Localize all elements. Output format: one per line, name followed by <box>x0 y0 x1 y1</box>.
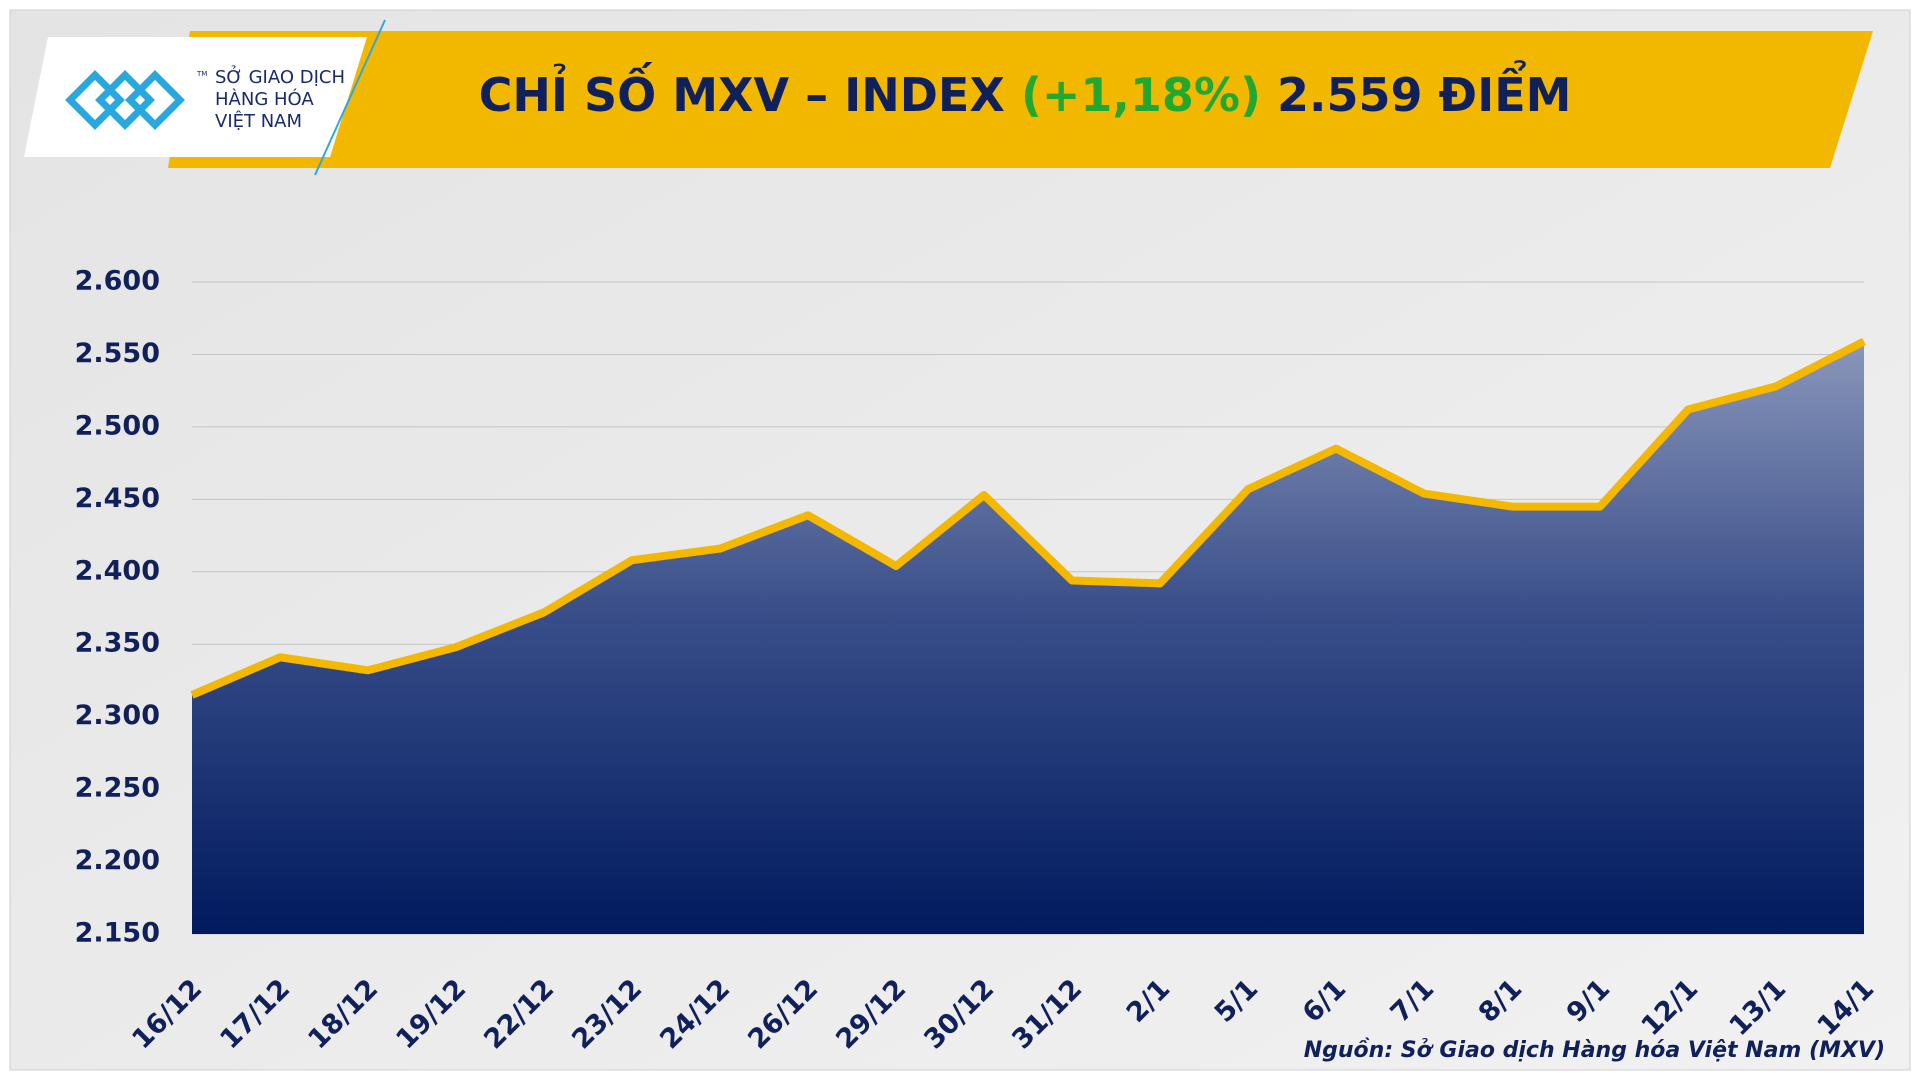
y-tick-label: 2.350 <box>75 628 160 659</box>
title-banner <box>168 31 1873 168</box>
y-tick-label: 2.250 <box>75 773 160 804</box>
logo-text: HÀNG HÓA <box>215 88 314 110</box>
y-tick-label: 2.450 <box>75 483 160 514</box>
y-tick-label: 2.150 <box>75 918 160 949</box>
logo-text: SỞ GIAO DỊCH <box>215 65 345 88</box>
logo-tm: TM <box>196 70 207 78</box>
logo-mark <box>65 70 185 130</box>
y-tick-label: 2.550 <box>75 338 160 369</box>
logo-text: VIỆT NAM <box>215 110 302 132</box>
area <box>192 341 1864 935</box>
title-main: CHỈ SỐ MXV – INDEX <box>479 62 1005 122</box>
y-tick-label: 2.600 <box>75 266 160 297</box>
line <box>190 337 1866 699</box>
source: Nguồn: Sở Giao dịch Hàng hóa Việt Nam (M… <box>1304 1038 1885 1063</box>
y-tick-label: 2.300 <box>75 700 160 731</box>
title-value: 2.559 ĐIỂM <box>1277 60 1571 122</box>
title-change: (+1,18%) <box>1021 68 1261 122</box>
y-tick-label: 2.500 <box>75 410 160 441</box>
y-tick-label: 2.400 <box>75 555 160 586</box>
chart-title: CHỈ SỐ MXV – INDEX (+1,18%) 2.559 ĐIỂM <box>479 60 1572 122</box>
logo-accent <box>314 19 386 176</box>
logo-box <box>24 37 367 157</box>
y-tick-label: 2.200 <box>75 845 160 876</box>
